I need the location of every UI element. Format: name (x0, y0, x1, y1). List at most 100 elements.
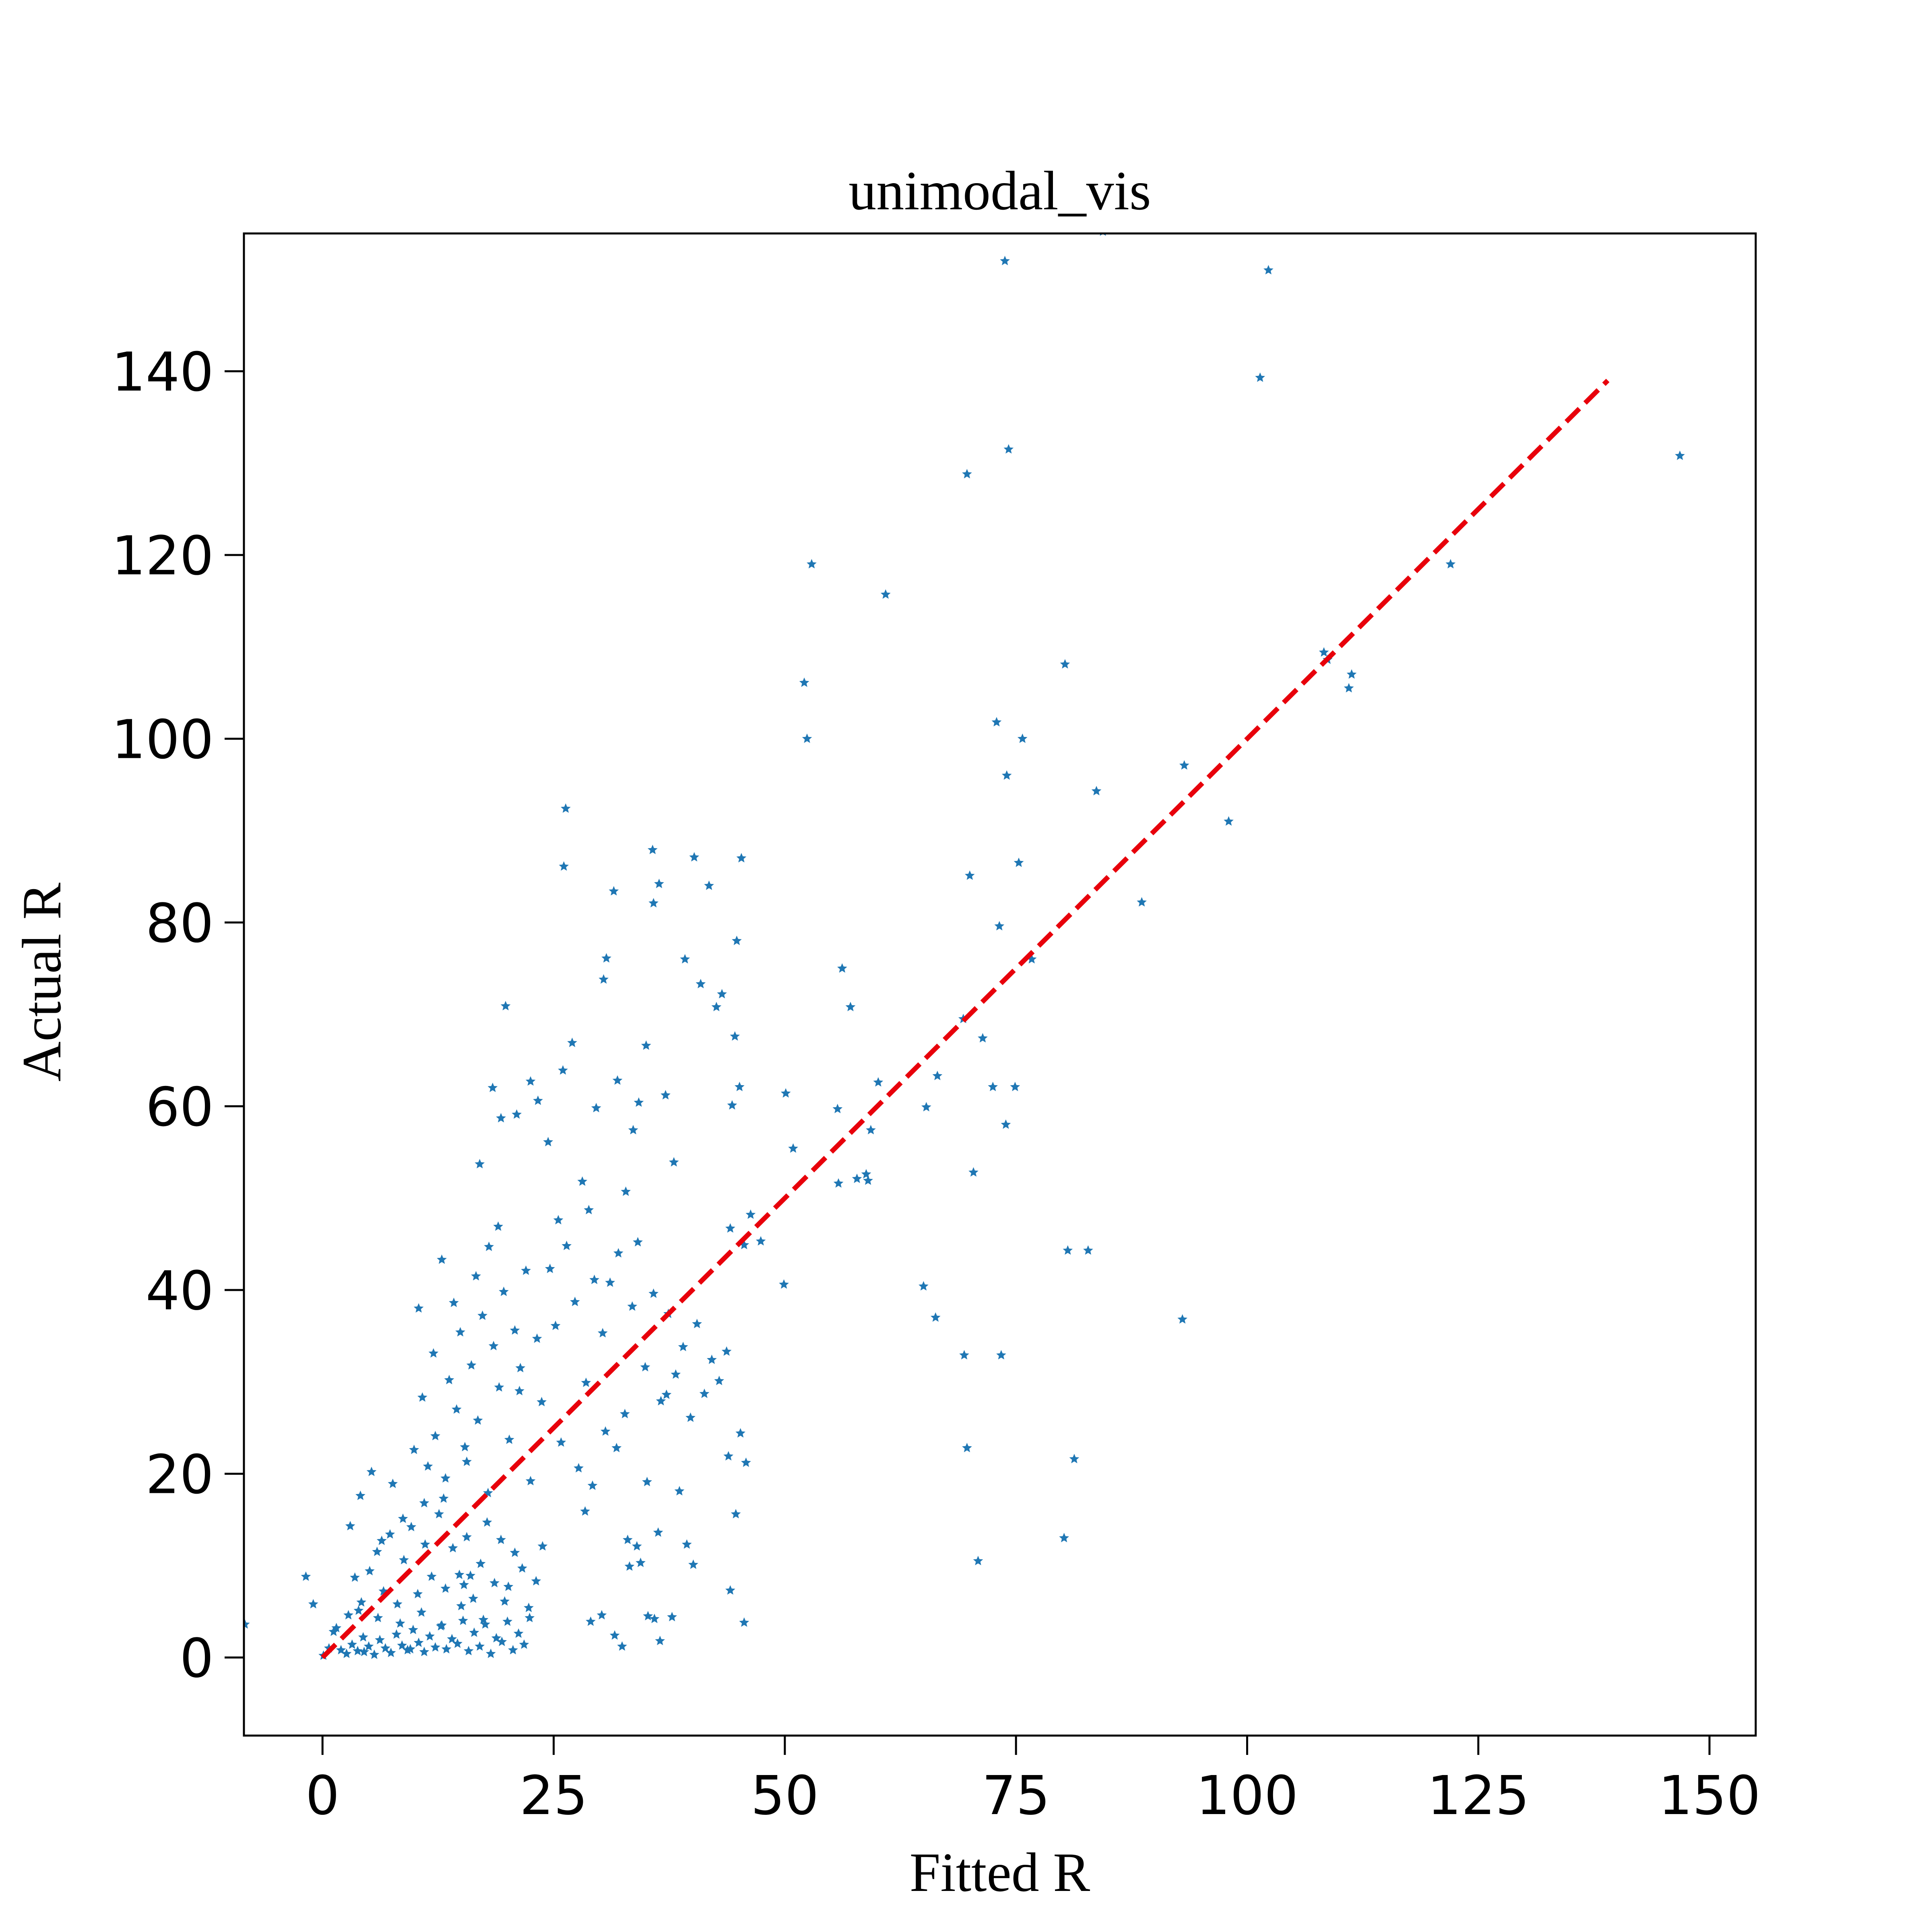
reference-line (321, 378, 1610, 1660)
data-point (739, 1240, 749, 1249)
data-point (559, 861, 569, 871)
data-point (465, 1570, 476, 1580)
data-point (510, 1547, 520, 1557)
data-point (343, 1610, 353, 1620)
data-point (500, 1001, 511, 1011)
data-point (649, 1614, 660, 1623)
data-point (525, 1476, 536, 1486)
data-point (959, 1350, 969, 1360)
data-point (460, 1442, 470, 1451)
data-point (392, 1599, 402, 1609)
data-point (669, 1157, 679, 1167)
data-point (873, 1077, 883, 1087)
data-point (350, 1572, 360, 1582)
data-point (661, 1090, 671, 1100)
data-point (833, 1178, 844, 1188)
data-point (444, 1375, 454, 1385)
data-point (609, 1630, 620, 1640)
data-point (503, 1581, 514, 1591)
data-point (336, 1645, 346, 1655)
y-tick-label: 140 (111, 341, 214, 403)
data-point (962, 1443, 972, 1453)
data-point (968, 1167, 978, 1177)
data-point (521, 1265, 531, 1275)
data-point (532, 1333, 542, 1343)
data-point (301, 1571, 311, 1581)
data-point (779, 1279, 789, 1289)
data-point (711, 1001, 722, 1011)
data-point (345, 1521, 355, 1531)
data-point (586, 1616, 596, 1626)
x-tick-label: 0 (305, 1765, 340, 1827)
x-axis-label: Fitted R (910, 1841, 1090, 1903)
data-point (570, 1296, 580, 1307)
data-point (931, 1312, 941, 1322)
data-point (525, 1076, 536, 1086)
data-point (513, 1628, 524, 1638)
data-point (531, 1576, 541, 1585)
y-axis-ticks: 0 20 40 60 80 100 120 140 (111, 341, 244, 1690)
data-point (475, 1641, 485, 1651)
data-point (473, 1415, 483, 1425)
data-point (994, 921, 1005, 931)
data-point (447, 1634, 457, 1643)
x-tick-label: 75 (982, 1765, 1050, 1827)
data-point (416, 1607, 427, 1617)
data-point (1059, 1533, 1069, 1542)
data-point (308, 1599, 318, 1609)
data-point (395, 1618, 405, 1628)
data-point (398, 1513, 408, 1523)
data-point (545, 1263, 555, 1273)
data-point (380, 1643, 390, 1653)
data-point (714, 1375, 724, 1385)
data-point (514, 1386, 524, 1395)
data-point (648, 844, 658, 855)
data-point (1017, 733, 1028, 743)
data-point (508, 1645, 518, 1655)
data-point (553, 1215, 564, 1224)
data-point (704, 880, 714, 890)
data-point (861, 1169, 871, 1179)
data-point (587, 1480, 598, 1490)
data-point (1091, 786, 1102, 795)
data-point (1675, 450, 1685, 460)
data-point (745, 1209, 756, 1219)
data-point (689, 852, 700, 862)
data-point (462, 1456, 472, 1466)
data-point (755, 1236, 766, 1246)
y-tick-label: 80 (146, 893, 214, 955)
data-point (932, 1071, 943, 1080)
data-point (1083, 1245, 1093, 1255)
data-point (550, 1321, 561, 1330)
data-point (452, 1404, 462, 1414)
data-point (731, 1509, 741, 1519)
data-point (496, 1534, 506, 1544)
data-point (494, 1382, 504, 1392)
data-point (577, 1176, 588, 1186)
data-point (375, 1635, 385, 1645)
data-point (641, 1040, 651, 1050)
data-point (654, 879, 664, 888)
data-point (692, 1319, 702, 1328)
data-point (468, 1593, 479, 1603)
data-point (408, 1624, 418, 1634)
data-point (331, 1622, 342, 1633)
data-point (512, 1109, 522, 1119)
data-point (725, 1585, 735, 1595)
data-point (802, 733, 812, 743)
data-point (376, 1536, 387, 1545)
data-point (359, 1647, 369, 1656)
data-point (978, 1033, 988, 1042)
data-point (427, 1571, 437, 1581)
data-point (653, 1527, 663, 1537)
data-point (420, 1539, 430, 1549)
data-point (244, 1619, 250, 1629)
data-point (788, 1143, 798, 1153)
data-point (988, 1082, 998, 1091)
data-point (497, 1637, 507, 1646)
data-point (741, 1457, 751, 1467)
data-point (1003, 444, 1014, 454)
data-point (678, 1342, 688, 1351)
data-point (597, 1610, 607, 1620)
